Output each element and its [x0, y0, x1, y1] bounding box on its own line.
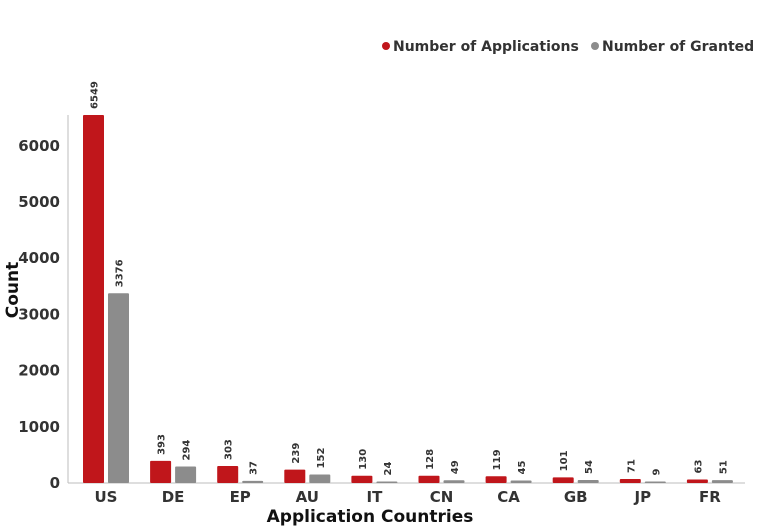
bar-value-label: 9	[651, 469, 662, 476]
bar-applications-ep	[217, 465, 239, 483]
bar-value-label: 294	[182, 440, 193, 461]
y-tick-label: 4000	[18, 249, 60, 267]
bar-applications-gb	[552, 477, 574, 483]
legend-applications-label: Number of Applications	[393, 39, 579, 55]
bars	[83, 114, 733, 483]
bar-applications-it	[351, 475, 373, 483]
bar-value-label: 51	[718, 460, 729, 474]
bar-value-label: 71	[626, 459, 637, 473]
x-tick-label: AU	[296, 488, 319, 506]
x-tick-label: GB	[564, 488, 588, 506]
bar-labels: 6549 3376 393 294 303 37 239 152 130 24 128 49 119 45…	[90, 81, 730, 475]
bar-value-label: 101	[559, 450, 570, 471]
y-tick-label: 3000	[18, 305, 60, 323]
bar-value-label: 119	[492, 449, 503, 470]
bar-value-label: 130	[358, 449, 369, 470]
x-axis: US DE EP AU IT CN CA GB JP FR	[68, 482, 745, 506]
y-axis-title: Count	[3, 262, 23, 319]
x-tick-label: CN	[430, 488, 454, 506]
bar-applications-au	[284, 469, 306, 483]
x-tick-label: IT	[366, 488, 383, 506]
bar-granted-it	[376, 481, 398, 483]
bar-applications-ca	[485, 476, 507, 483]
x-tick-label: EP	[230, 488, 251, 506]
bar-value-label: 3376	[115, 259, 126, 287]
x-tick-label: US	[95, 488, 118, 506]
bar-applications-us	[83, 114, 104, 483]
x-tick-label: FR	[699, 488, 721, 506]
bar-value-label: 239	[291, 443, 302, 464]
bar-value-label: 63	[693, 460, 704, 474]
bar-applications-jp	[619, 479, 641, 483]
bar-value-label: 49	[450, 460, 461, 474]
bar-value-label: 6549	[90, 81, 101, 109]
bar-applications-fr	[686, 479, 708, 483]
bar-granted-jp	[644, 481, 666, 483]
bar-granted-ep	[242, 480, 264, 483]
legend: Number of Applications Number of Granted	[382, 39, 754, 55]
bar-granted-ca	[510, 480, 532, 483]
bar-value-label: 152	[316, 448, 327, 469]
bar-applications-de	[150, 460, 172, 483]
bar-granted-de	[175, 466, 197, 483]
bar-value-label: 45	[517, 461, 528, 475]
bar-value-label: 24	[383, 462, 394, 476]
x-tick-label: JP	[634, 488, 652, 506]
bar-granted-gb	[577, 479, 599, 483]
legend-granted-marker	[591, 42, 599, 50]
y-tick-label: 2000	[18, 362, 60, 380]
y-tick-label: 6000	[18, 137, 60, 155]
y-axis: 0 1000 2000 3000 4000 5000 6000	[18, 115, 69, 492]
bar-applications-cn	[418, 475, 440, 483]
bar-value-label: 303	[224, 439, 235, 460]
x-axis-title: Application Countries	[267, 507, 474, 527]
bar-value-label: 54	[584, 460, 595, 474]
legend-applications-marker	[382, 42, 390, 50]
bar-value-label: 37	[249, 461, 260, 475]
bar-granted-au	[309, 474, 331, 483]
legend-granted-label: Number of Granted	[602, 39, 754, 55]
y-tick-label: 1000	[18, 418, 60, 436]
bar-granted-fr	[711, 480, 733, 483]
bar-granted-cn	[443, 480, 465, 483]
bar-granted-us	[108, 293, 129, 483]
x-tick-label: DE	[162, 488, 185, 506]
bar-value-label: 393	[157, 434, 168, 455]
x-tick-label: CA	[497, 488, 520, 506]
bar-value-label: 128	[425, 449, 436, 470]
y-tick-label: 5000	[18, 193, 60, 211]
y-tick-label: 0	[50, 474, 60, 492]
